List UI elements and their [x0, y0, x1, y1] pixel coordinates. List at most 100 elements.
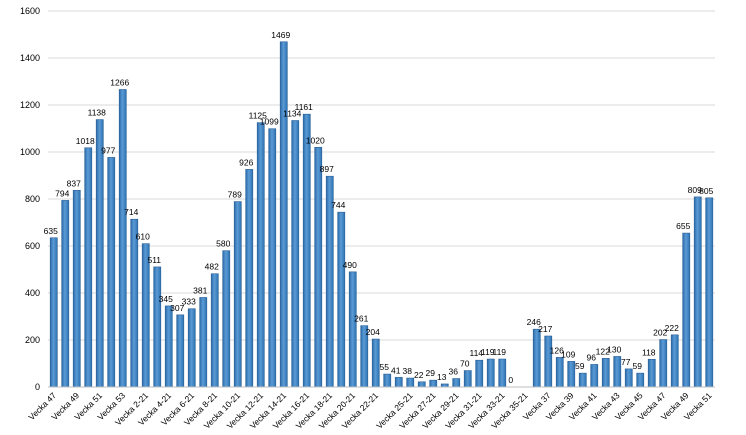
bar [348, 271, 357, 388]
bar [544, 335, 553, 388]
y-tick-label: 1400 [20, 53, 40, 63]
data-label: 202 [653, 328, 667, 338]
data-label: 1020 [306, 135, 325, 145]
bar [452, 378, 461, 388]
bar [601, 358, 610, 388]
data-label: 114 [469, 348, 483, 358]
data-label: 744 [331, 200, 345, 210]
bar [429, 379, 438, 388]
data-label: 1469 [271, 30, 290, 40]
data-label: 1134 [283, 109, 302, 119]
y-tick-label: 1200 [20, 100, 40, 110]
data-label: 1099 [260, 117, 279, 127]
bar [291, 120, 300, 388]
bar [118, 89, 127, 388]
bar [567, 361, 576, 388]
data-label: 1161 [295, 102, 314, 112]
bar [613, 356, 622, 388]
bar [176, 314, 185, 388]
bar [279, 41, 288, 388]
data-label: 77 [621, 357, 631, 367]
y-tick-label: 800 [25, 194, 40, 204]
y-tick-label: 0 [35, 382, 40, 392]
bar [417, 381, 426, 388]
bar [394, 377, 403, 388]
data-label: 29 [426, 368, 436, 378]
data-label: 714 [124, 207, 138, 217]
data-labels: 6357948371018113897712667146105113453073… [44, 30, 714, 385]
data-label: 635 [44, 226, 58, 236]
data-label: 70 [460, 359, 470, 369]
data-label: 1018 [76, 136, 95, 146]
data-label: 794 [55, 188, 69, 198]
data-label: 307 [170, 303, 184, 313]
data-label: 926 [239, 157, 253, 167]
bar [222, 250, 231, 388]
data-label: 789 [228, 190, 242, 200]
bar [164, 305, 173, 388]
y-tick-label: 1000 [20, 147, 40, 157]
data-label: 119 [481, 347, 495, 357]
data-label: 655 [676, 221, 690, 231]
data-label: 381 [193, 285, 207, 295]
data-label: 246 [527, 317, 541, 327]
data-label: 580 [216, 239, 230, 249]
data-label: 122 [596, 346, 610, 356]
bar [61, 200, 70, 388]
data-label: 1138 [88, 108, 107, 118]
data-label: 511 [147, 255, 161, 265]
bar [498, 358, 507, 388]
bar [130, 218, 139, 388]
bar [406, 377, 415, 388]
bar [624, 368, 633, 388]
data-label: 41 [391, 365, 401, 375]
y-tick-label: 200 [25, 335, 40, 345]
y-tick-label: 1600 [20, 6, 40, 16]
bar [302, 113, 311, 388]
bar [199, 297, 208, 388]
bar [107, 157, 116, 388]
bar [187, 308, 196, 388]
data-label: 59 [575, 361, 585, 371]
data-label: 126 [550, 345, 564, 355]
bar [72, 190, 81, 388]
bar [95, 119, 104, 388]
bar [268, 128, 277, 388]
data-label: 109 [561, 349, 575, 359]
bar [475, 359, 484, 388]
bar [371, 338, 380, 388]
bar [49, 237, 58, 388]
data-label: 333 [182, 297, 196, 307]
bar [670, 334, 679, 388]
bar [659, 339, 668, 388]
bar [693, 196, 702, 388]
data-label: 36 [449, 367, 459, 377]
data-label: 809 [688, 185, 702, 195]
data-label: 490 [343, 260, 357, 270]
data-label: 204 [366, 327, 380, 337]
bar [647, 358, 656, 388]
bar [636, 372, 645, 388]
bar [84, 147, 93, 388]
data-label: 130 [607, 344, 621, 354]
y-tick-label: 400 [25, 288, 40, 298]
y-tick-label: 600 [25, 241, 40, 251]
bar [555, 357, 564, 388]
data-label: 59 [633, 361, 643, 371]
bars [49, 41, 714, 388]
data-label: 55 [380, 362, 390, 372]
bar [705, 197, 714, 388]
bar [463, 370, 472, 388]
data-label: 977 [101, 145, 115, 155]
data-label: 118 [642, 347, 656, 357]
data-label: 345 [159, 294, 173, 304]
data-label: 119 [492, 347, 506, 357]
bar [210, 273, 219, 388]
bar [141, 243, 150, 388]
data-label: 897 [320, 164, 334, 174]
data-label: 1266 [110, 77, 129, 87]
data-label: 13 [437, 372, 447, 382]
data-label: 38 [403, 366, 413, 376]
data-label: 22 [414, 370, 424, 380]
